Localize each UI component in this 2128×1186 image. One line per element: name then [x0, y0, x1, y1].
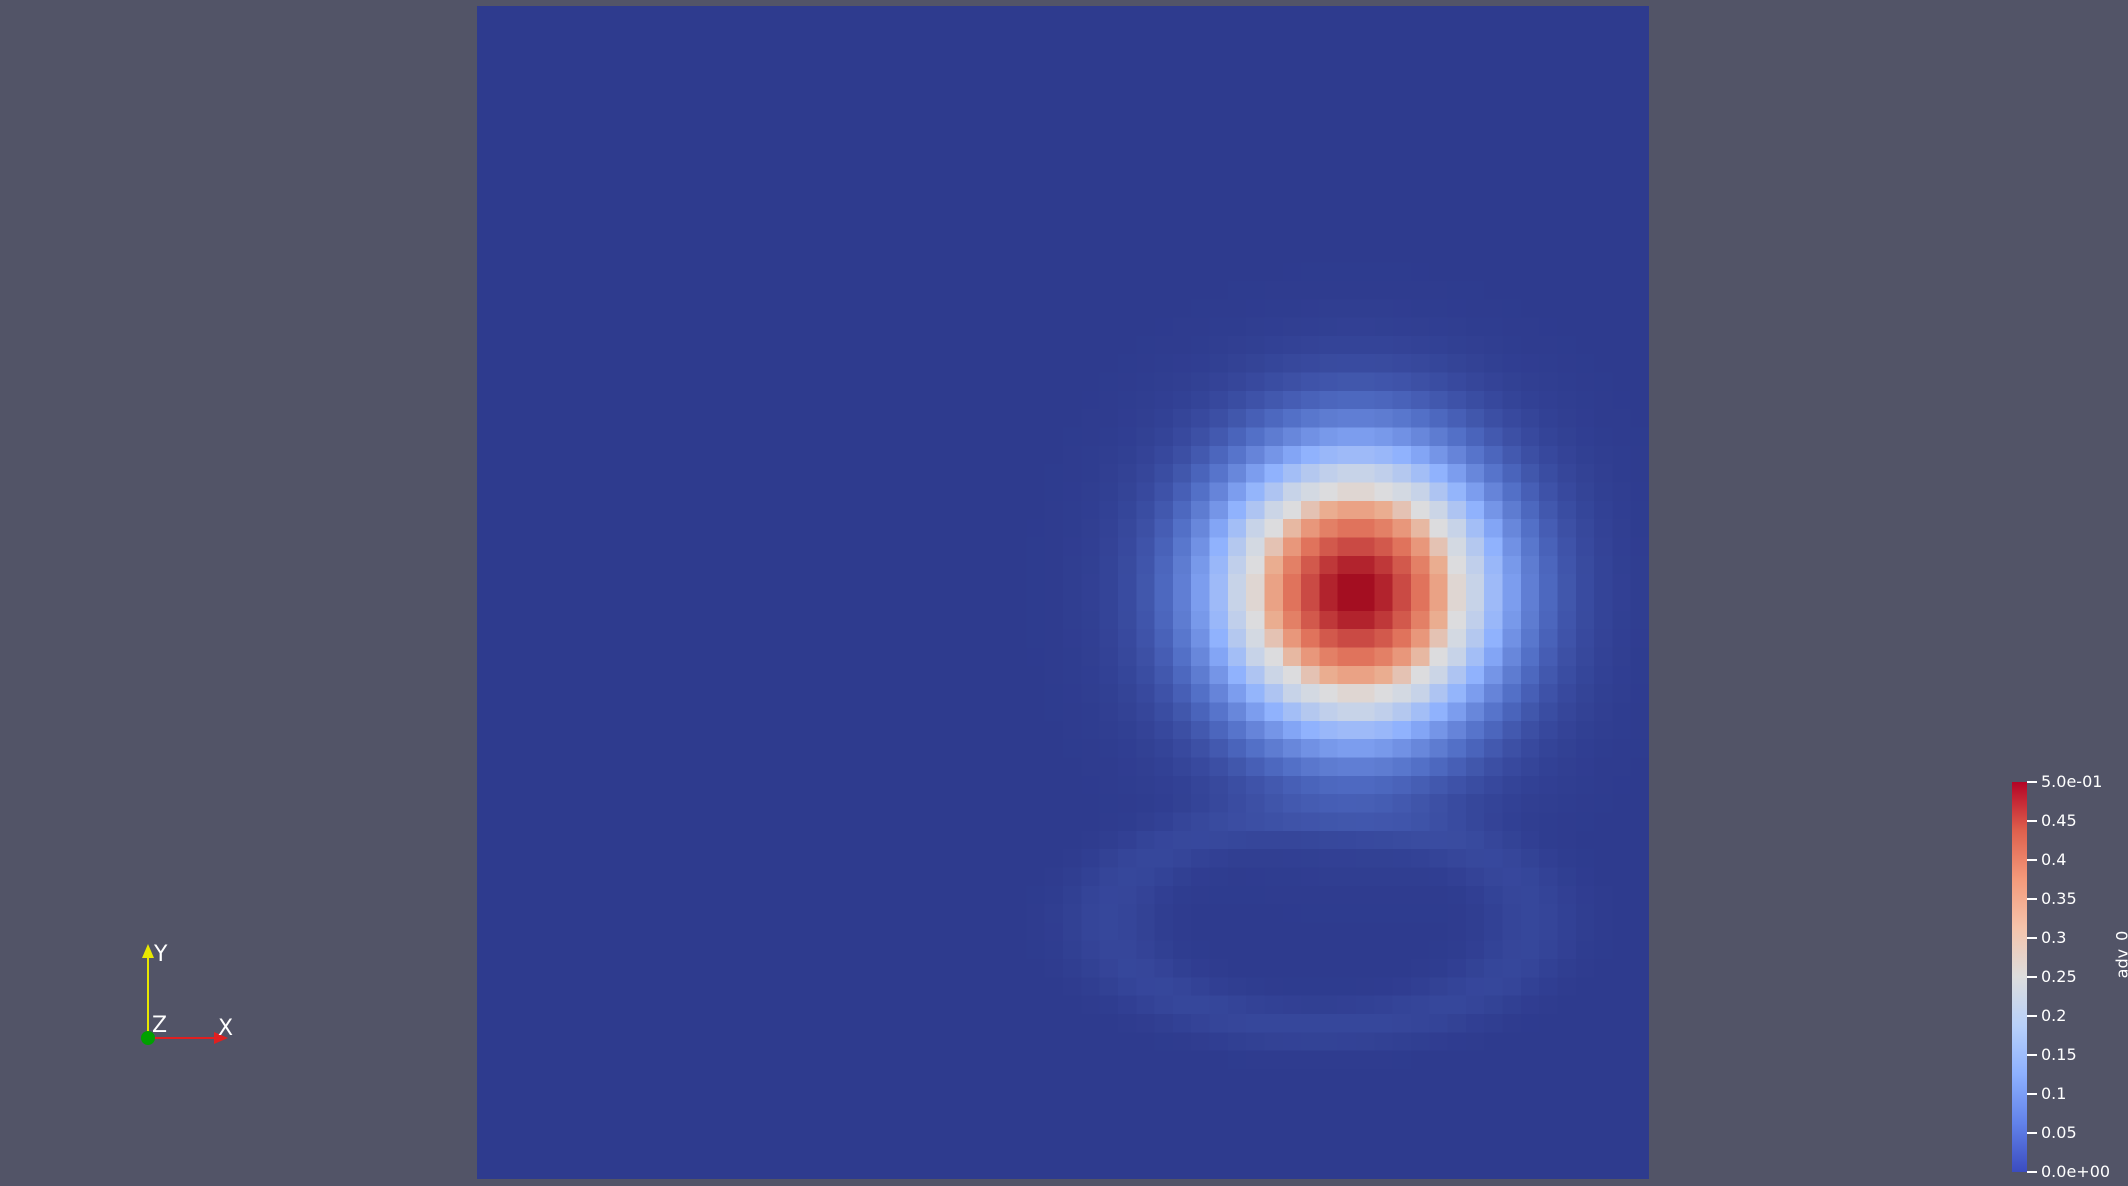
colorbar-title: adv_0 — [2112, 930, 2128, 979]
x-axis-arrow — [214, 1032, 228, 1044]
colorbar-tick — [2027, 1054, 2037, 1056]
colorbar-tick-label: 0.3 — [2041, 928, 2067, 947]
colorbar-tick-label: 0.0e+00 — [2041, 1162, 2111, 1181]
colorbar-tick — [2027, 898, 2037, 900]
colorbar-tick-label: 0.2 — [2041, 1006, 2067, 1025]
colorbar-tick — [2027, 820, 2037, 822]
colorbar-tick — [2027, 976, 2037, 978]
colorbar-tick — [2027, 937, 2037, 939]
y-axis-label: Y — [153, 942, 168, 967]
colorbar-tick-label: 0.1 — [2041, 1084, 2067, 1103]
colorbar-tick-label: 0.4 — [2041, 850, 2067, 869]
colorbar-tick-label: 5.0e-01 — [2041, 772, 2103, 791]
x-axis-label: X — [218, 1016, 233, 1041]
orientation-axes: Y X Z — [141, 942, 233, 1045]
colorbar-tick — [2027, 781, 2037, 783]
colorbar-tick-label: 0.35 — [2041, 889, 2077, 908]
colorbar-tick — [2027, 1093, 2037, 1095]
scalar-field-plot[interactable] — [477, 6, 1649, 1179]
colorbar-tick-label: 0.05 — [2041, 1123, 2077, 1142]
colorbar-gradient — [2012, 782, 2027, 1172]
z-axis-label: Z — [152, 1013, 167, 1038]
colorbar-tick — [2027, 1015, 2037, 1017]
colorbar-tick-label: 0.45 — [2041, 811, 2077, 830]
colorbar-tick — [2027, 859, 2037, 861]
color-legend: 5.0e-01 0.45 0.4 0.35 0.3 0.25 0.2 0.15 0.1 0.05 0… — [2010, 774, 2128, 1180]
y-axis-arrow — [142, 944, 154, 958]
z-axis-dot — [141, 1031, 155, 1045]
colorbar-tick-label: 0.15 — [2041, 1045, 2077, 1064]
colorbar-tick — [2027, 1171, 2037, 1173]
colorbar-tick-label: 0.25 — [2041, 967, 2077, 986]
colorbar-tick — [2027, 1132, 2037, 1134]
